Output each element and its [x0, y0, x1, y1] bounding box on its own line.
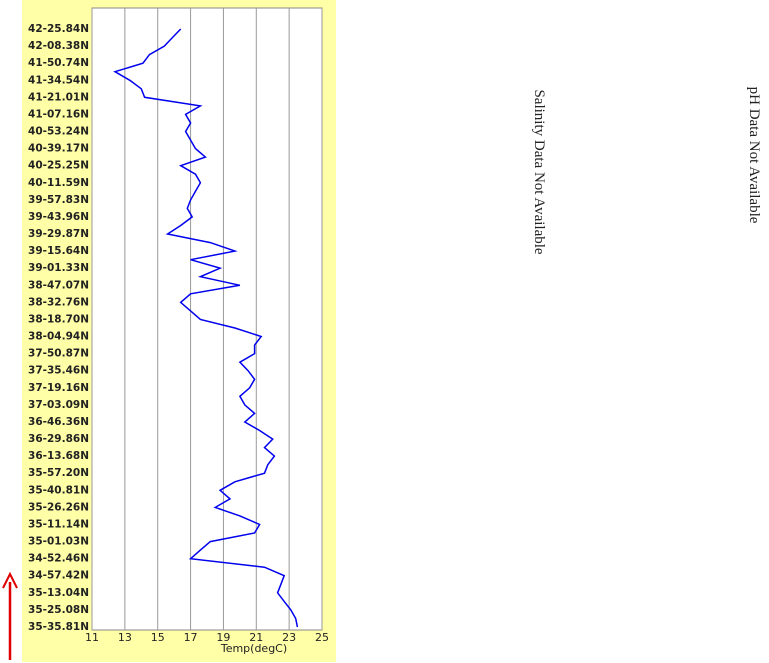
y-tick-label: 35-11.14N [28, 518, 89, 530]
y-tick-label: 41-21.01N [28, 91, 89, 103]
y-tick-label: 39-29.87N [28, 228, 89, 240]
y-tick-label: 41-50.74N [28, 57, 89, 69]
y-tick-label: 39-57.83N [28, 194, 89, 206]
y-tick-label: 39-43.96N [28, 211, 89, 223]
y-tick-label: 38-47.07N [28, 279, 89, 291]
annotation: Salinity Data Not Available [531, 89, 547, 254]
x-tick-label: 17 [184, 631, 198, 644]
y-tick-label: 42-25.84N [28, 23, 89, 35]
y-tick-label: 38-32.76N [28, 296, 89, 308]
y-tick-label: 35-26.26N [28, 501, 89, 513]
direction-arrow [2, 571, 18, 660]
y-tick-label: 35-40.81N [28, 484, 89, 496]
x-tick-label: 21 [249, 631, 263, 644]
y-tick-label: 34-52.46N [28, 553, 89, 565]
y-tick-label: 37-50.87N [28, 348, 89, 360]
x-axis-label: Temp(degC) [220, 642, 287, 655]
y-tick-label: 37-19.16N [28, 382, 89, 394]
y-tick-label: 35-13.04N [28, 587, 89, 599]
y-tick-label: 40-39.17N [28, 143, 89, 155]
y-tick-label: 35-25.08N [28, 604, 89, 616]
x-tick-label: 19 [216, 631, 230, 644]
x-tick-label: 15 [151, 631, 165, 644]
plot-area [91, 7, 323, 631]
y-tick-label: 37-35.46N [28, 365, 89, 377]
y-tick-label: 39-15.64N [28, 245, 89, 257]
x-tick-label: 11 [85, 631, 99, 644]
y-tick-label: 36-13.68N [28, 450, 89, 462]
y-tick-label: 42-08.38N [28, 40, 89, 52]
annotation: pH Data Not Available [746, 87, 762, 224]
y-tick-label: 40-53.24N [28, 126, 89, 138]
y-tick-label: 35-01.03N [28, 536, 89, 548]
y-tick-label: 41-07.16N [28, 108, 89, 120]
x-tick-label: 23 [282, 631, 296, 644]
y-tick-label: 36-46.36N [28, 416, 89, 428]
y-tick-label: 34-57.42N [28, 570, 89, 582]
y-tick-label: 40-25.25N [28, 160, 89, 172]
y-tick-label: 39-01.33N [28, 262, 89, 274]
y-tick-label: 36-29.86N [28, 433, 89, 445]
y-tick-label: 38-18.70N [28, 313, 89, 325]
x-tick-label: 25 [315, 631, 329, 644]
y-tick-label: 40-11.59N [28, 177, 89, 189]
temperature-line [113, 28, 299, 628]
y-tick-label: 38-04.94N [28, 331, 89, 343]
y-tick-label: 41-34.54N [28, 74, 89, 86]
y-tick-label: 35-57.20N [28, 467, 89, 479]
x-tick-label: 13 [118, 631, 132, 644]
y-tick-label: 37-03.09N [28, 399, 89, 411]
y-tick-label: 35-35.81N [28, 621, 89, 633]
